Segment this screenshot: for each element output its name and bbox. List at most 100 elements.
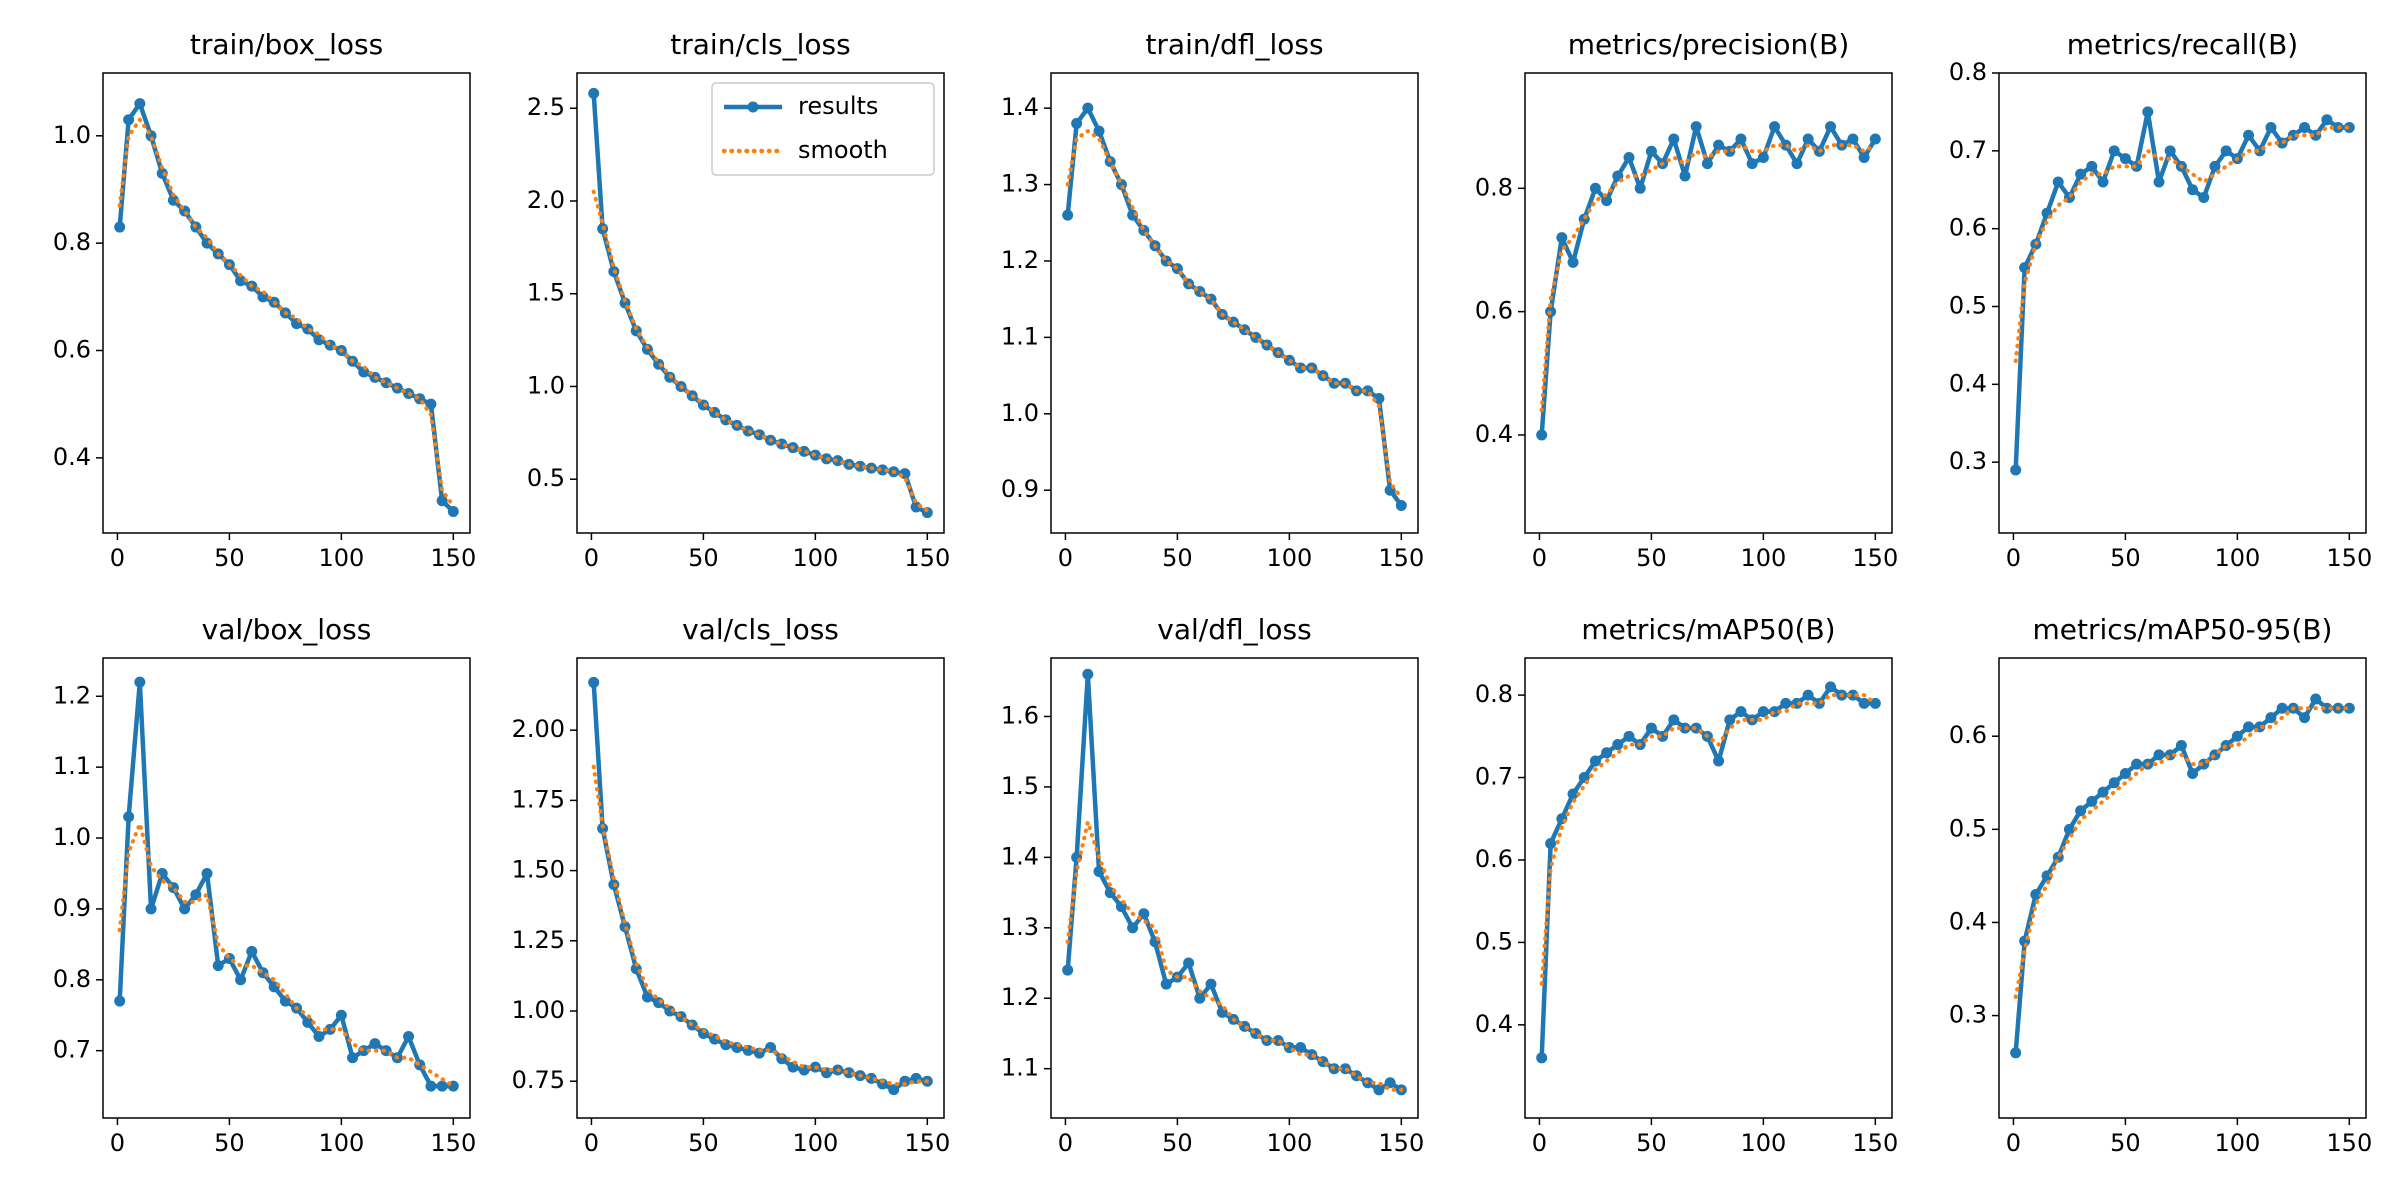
data-point	[1623, 151, 1635, 163]
y-tick-label: 0.5	[1475, 927, 1513, 955]
data-point	[1769, 121, 1781, 133]
data-point	[2220, 145, 2232, 157]
data-point	[2343, 702, 2355, 714]
y-tick-label: 1.1	[1001, 1054, 1039, 1082]
x-tick-label: 100	[1740, 1129, 1786, 1157]
data-point	[1847, 133, 1859, 145]
data-point	[246, 945, 258, 957]
data-point	[2243, 721, 2255, 733]
y-tick-label: 0.8	[1949, 58, 1987, 86]
x-tick-label: 150	[430, 544, 476, 572]
y-tick-label: 1.1	[53, 752, 91, 780]
y-tick-label: 0.8	[53, 965, 91, 993]
axes-frame	[1524, 72, 1893, 534]
data-point	[425, 1080, 437, 1092]
data-point	[899, 1075, 911, 1087]
data-point	[1791, 158, 1803, 170]
data-point	[2131, 758, 2143, 770]
data-point	[1757, 151, 1769, 163]
data-point	[2299, 121, 2311, 133]
x-tick-label: 150	[2326, 1129, 2372, 1157]
data-point	[1858, 697, 1870, 709]
x-tick-label: 100	[792, 544, 838, 572]
legend-label: smooth	[798, 136, 888, 164]
data-point	[425, 398, 437, 410]
data-point	[2187, 767, 2199, 779]
x-tick-label: 100	[2214, 1129, 2260, 1157]
data-point	[1780, 697, 1792, 709]
data-point	[1194, 992, 1206, 1004]
y-tick-label: 1.2	[1001, 246, 1039, 274]
data-point	[1679, 170, 1691, 182]
data-point	[2276, 702, 2288, 714]
data-point	[664, 1005, 676, 1017]
x-tick-label: 50	[214, 544, 245, 572]
data-point	[2299, 712, 2311, 724]
data-point	[1612, 739, 1624, 751]
data-point	[403, 1030, 415, 1042]
data-point	[1869, 697, 1881, 709]
data-point	[1634, 182, 1646, 194]
y-tick-label: 1.0	[1001, 399, 1039, 427]
subplot-title: val/box_loss	[202, 613, 372, 646]
smooth-line	[1539, 143, 1878, 413]
y-tick-label: 2.00	[512, 715, 565, 743]
data-point	[2243, 129, 2255, 141]
data-point	[2187, 184, 2199, 196]
x-tick-label: 100	[1266, 1129, 1312, 1157]
y-tick-label: 1.0	[53, 823, 91, 851]
data-point	[114, 221, 126, 233]
data-point	[2075, 805, 2087, 817]
data-point	[2265, 712, 2277, 724]
axes-frame	[102, 657, 471, 1119]
data-point	[2086, 795, 2098, 807]
y-tick-label: 0.4	[53, 443, 91, 471]
subplot-title: val/dfl_loss	[1157, 613, 1311, 646]
y-tick-label: 1.3	[1001, 913, 1039, 941]
y-tick-label: 0.5	[527, 464, 565, 492]
smooth-line	[117, 117, 456, 509]
x-tick-label: 150	[2326, 544, 2372, 572]
y-tick-label: 1.5	[1001, 772, 1039, 800]
data-point	[123, 114, 135, 126]
y-tick-label: 0.3	[1949, 447, 1987, 475]
data-point	[1589, 755, 1601, 767]
data-point	[1623, 730, 1635, 742]
data-point	[1567, 788, 1579, 800]
data-point	[1373, 1084, 1385, 1096]
data-point	[1536, 1052, 1548, 1064]
x-tick-label: 50	[2110, 1129, 2141, 1157]
data-point	[167, 194, 179, 206]
x-tick-label: 0	[2006, 1129, 2021, 1157]
data-point	[776, 1053, 788, 1065]
data-point	[1536, 429, 1548, 441]
data-point	[588, 87, 600, 99]
data-point	[1668, 133, 1680, 145]
data-point	[2063, 823, 2075, 835]
data-point	[2209, 160, 2221, 172]
data-point	[877, 1078, 889, 1090]
results-line	[1065, 105, 1404, 507]
data-point	[2175, 740, 2187, 752]
data-point	[2119, 767, 2131, 779]
data-point	[145, 903, 157, 915]
data-point	[832, 455, 844, 467]
axes-frame	[102, 72, 471, 534]
data-point	[1093, 865, 1105, 877]
y-tick-label: 2.0	[527, 186, 565, 214]
subplot-title: metrics/precision(B)	[1568, 28, 1850, 61]
y-tick-label: 0.8	[53, 228, 91, 256]
data-point	[1713, 755, 1725, 767]
results-line	[1065, 671, 1403, 1093]
y-tick-label: 0.8	[1475, 680, 1513, 708]
data-point	[179, 903, 191, 915]
subplot-title: train/cls_loss	[670, 28, 850, 61]
axes-frame	[576, 72, 945, 534]
smooth-line	[1065, 820, 1404, 1092]
data-point	[1668, 714, 1680, 726]
x-tick-label: 100	[1266, 544, 1312, 572]
x-tick-label: 50	[1636, 544, 1667, 572]
subplot-title: train/dfl_loss	[1145, 28, 1323, 61]
x-tick-label: 150	[1378, 1129, 1424, 1157]
x-tick-label: 0	[2006, 544, 2021, 572]
